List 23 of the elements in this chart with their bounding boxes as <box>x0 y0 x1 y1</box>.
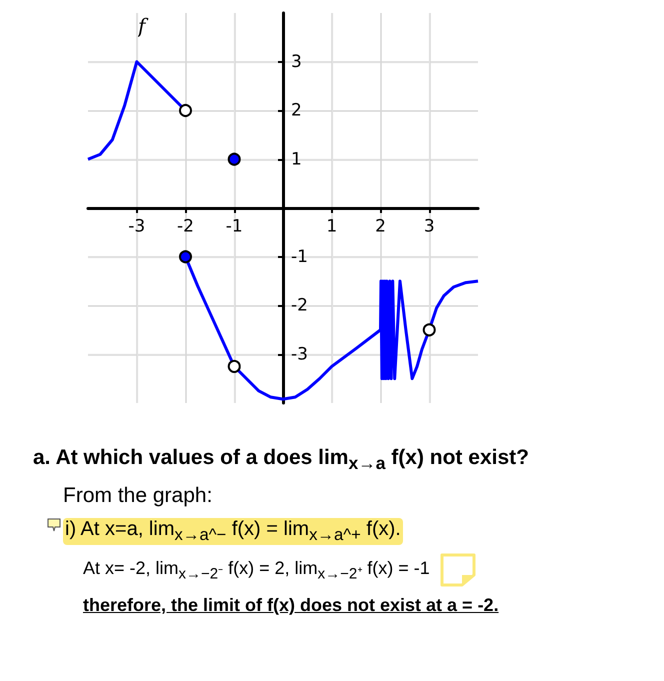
x-tick-label: 3 <box>424 216 435 236</box>
y-tick-label: 3 <box>291 52 302 72</box>
y-tick-label: -2 <box>291 296 308 316</box>
text: a. At which values of a does lim$_{x→a}$ f(x) not exist? <box>33 446 529 474</box>
text: At x= -2, lim$_{x→−2⁻}$ f(x) = 2, lim$_{x→−2⁺}$ f(x) = -1 <box>83 558 430 582</box>
text: From the graph: <box>63 484 212 508</box>
point <box>422 323 436 336</box>
x-tick-label: -3 <box>128 216 146 236</box>
point <box>228 152 241 166</box>
annotation: f <box>136 14 149 38</box>
x-tick-label: -2 <box>177 216 194 236</box>
y-tick-label: 2 <box>291 100 302 120</box>
x-tick-label: -1 <box>226 216 243 236</box>
y-tick-label: -3 <box>291 344 308 364</box>
text: therefore, the limit of f(x) does not exist at a = -2. <box>83 595 499 616</box>
y-tick-label: -1 <box>291 246 308 267</box>
text: i) At x=a, lim$_{x→a^−}$ f(x) = lim$_{x→a^+}$ f(x). <box>63 518 403 546</box>
point <box>179 104 192 117</box>
y-tick-label: 1 <box>291 149 302 170</box>
x-tick-label: 1 <box>326 216 338 236</box>
point <box>228 360 241 373</box>
x-tick-label: 2 <box>375 216 386 236</box>
point <box>179 250 192 264</box>
